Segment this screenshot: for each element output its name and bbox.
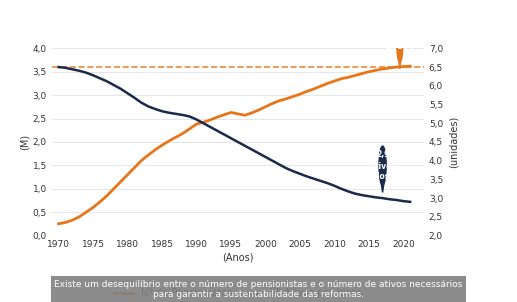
Y-axis label: (unidades): (unidades) <box>449 116 459 168</box>
Legend: Nº de Pensionistas, Nº Ativos por Idoso: Nº de Pensionistas, Nº Ativos por Idoso <box>110 284 366 302</box>
Polygon shape <box>399 59 401 69</box>
Text: Existe um desequilíbrio entre o número de pensionistas e o número de ativos nece: Existe um desequilíbrio entre o número d… <box>54 280 463 299</box>
X-axis label: (Anos): (Anos) <box>222 252 253 262</box>
Text: 3,6M: 3,6M <box>385 41 414 51</box>
Y-axis label: (M): (M) <box>20 134 30 150</box>
Circle shape <box>397 31 403 62</box>
Text: 2,9
Ativo/
Idoso: 2,9 Ativo/ Idoso <box>370 150 395 181</box>
Circle shape <box>379 146 386 185</box>
Polygon shape <box>381 182 384 192</box>
